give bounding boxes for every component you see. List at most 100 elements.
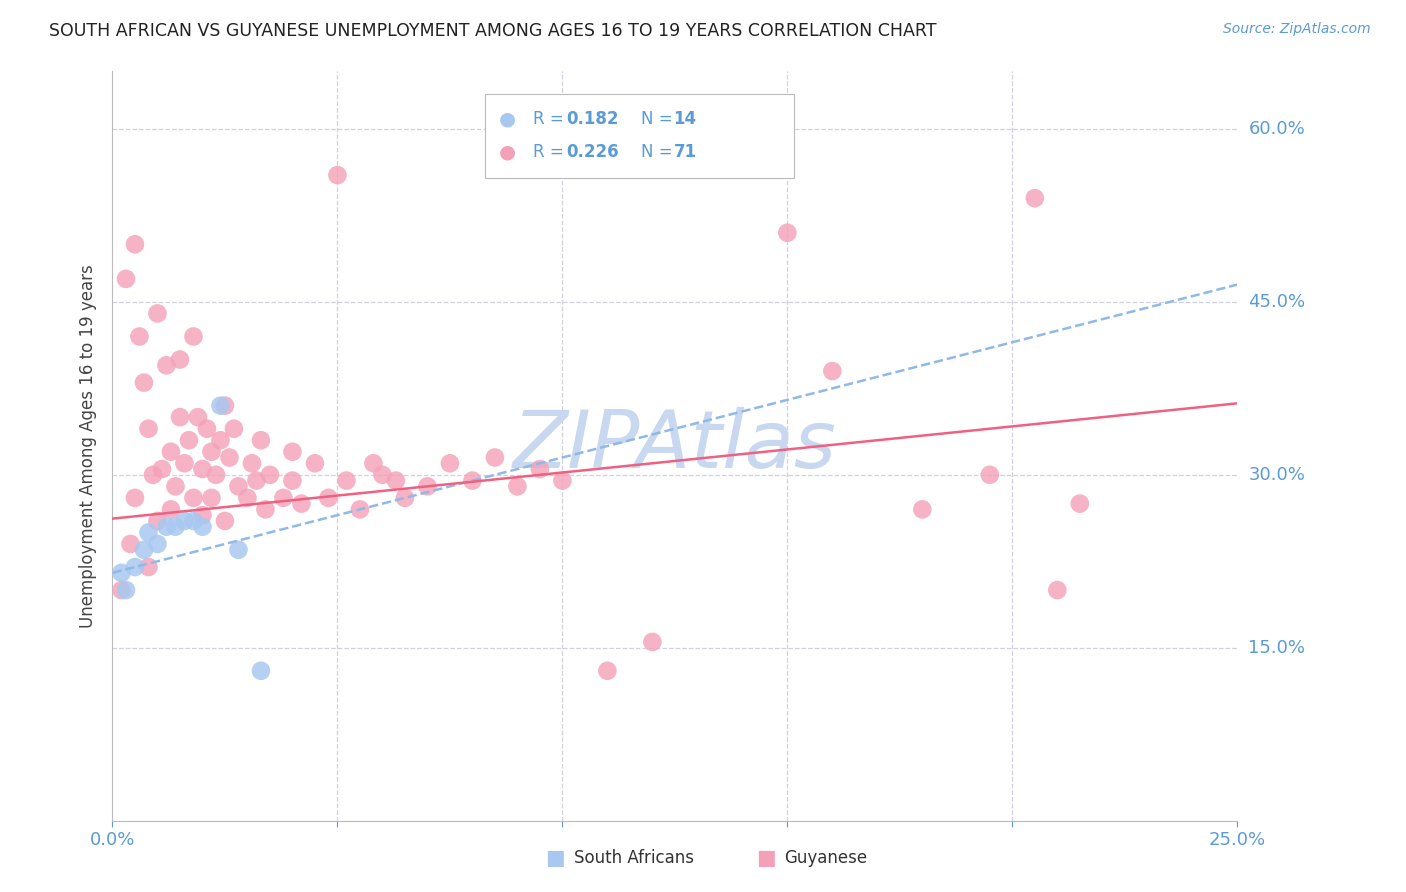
Point <box>484 450 506 465</box>
Point <box>187 410 209 425</box>
Point <box>142 467 165 482</box>
Text: 45.0%: 45.0% <box>1249 293 1306 311</box>
Point <box>385 474 408 488</box>
Point <box>138 422 160 436</box>
Point <box>183 491 205 505</box>
Point <box>1024 191 1046 205</box>
Point <box>281 474 304 488</box>
Text: Guyanese: Guyanese <box>785 849 868 867</box>
Point <box>228 479 250 493</box>
Point <box>326 168 349 182</box>
Text: SOUTH AFRICAN VS GUYANESE UNEMPLOYMENT AMONG AGES 16 TO 19 YEARS CORRELATION CHA: SOUTH AFRICAN VS GUYANESE UNEMPLOYMENT A… <box>49 22 936 40</box>
Point <box>228 542 250 557</box>
Point <box>165 519 187 533</box>
Point <box>146 514 169 528</box>
Point <box>290 497 312 511</box>
Point <box>236 491 259 505</box>
Text: 71: 71 <box>673 143 696 161</box>
Point <box>200 491 222 505</box>
Point <box>394 491 416 505</box>
Point <box>218 450 240 465</box>
Text: 0.182: 0.182 <box>567 110 619 128</box>
Point <box>200 444 222 458</box>
Point <box>191 519 214 533</box>
Point <box>209 434 232 448</box>
Point <box>250 434 273 448</box>
Point <box>195 422 218 436</box>
Point <box>1069 497 1091 511</box>
Point <box>641 635 664 649</box>
Point <box>416 479 439 493</box>
Text: 30.0%: 30.0% <box>1249 466 1305 483</box>
Y-axis label: Unemployment Among Ages 16 to 19 years: Unemployment Among Ages 16 to 19 years <box>79 264 97 628</box>
Point <box>155 359 177 373</box>
Text: ■: ■ <box>756 848 776 868</box>
Point <box>124 491 146 505</box>
Point <box>439 456 461 470</box>
Point <box>138 525 160 540</box>
Point <box>132 542 155 557</box>
Point <box>165 479 187 493</box>
Text: ●: ● <box>499 142 516 161</box>
Point <box>150 462 173 476</box>
Point <box>146 306 169 320</box>
Text: 15.0%: 15.0% <box>1249 639 1305 657</box>
Point <box>205 467 228 482</box>
Point <box>245 474 267 488</box>
Point <box>160 502 183 516</box>
Point <box>821 364 844 378</box>
Point <box>169 352 191 367</box>
Point <box>124 237 146 252</box>
Point <box>318 491 340 505</box>
Text: 14: 14 <box>673 110 696 128</box>
Point <box>250 664 273 678</box>
Text: ZIPAtlas: ZIPAtlas <box>513 407 837 485</box>
Point <box>551 474 574 488</box>
Point <box>173 514 195 528</box>
Point <box>110 583 132 598</box>
Point <box>979 467 1001 482</box>
Point <box>259 467 281 482</box>
Point <box>371 467 394 482</box>
Text: ●: ● <box>499 109 516 128</box>
Text: 60.0%: 60.0% <box>1249 120 1305 138</box>
Text: ■: ■ <box>546 848 565 868</box>
Point <box>281 444 304 458</box>
Point <box>596 664 619 678</box>
Point <box>160 444 183 458</box>
Point <box>183 514 205 528</box>
Point <box>173 456 195 470</box>
Point <box>120 537 142 551</box>
Point <box>128 329 150 343</box>
Point <box>911 502 934 516</box>
Point <box>335 474 357 488</box>
Point <box>169 410 191 425</box>
Point <box>115 272 138 286</box>
Point <box>222 422 245 436</box>
Text: R =: R = <box>533 110 569 128</box>
Point <box>209 399 232 413</box>
Point <box>363 456 385 470</box>
Point <box>304 456 326 470</box>
Point <box>461 474 484 488</box>
Point <box>529 462 551 476</box>
Text: 0.226: 0.226 <box>567 143 619 161</box>
Point <box>776 226 799 240</box>
Point <box>1046 583 1069 598</box>
Text: R =: R = <box>533 143 569 161</box>
Point <box>191 462 214 476</box>
Point <box>214 399 236 413</box>
Point <box>191 508 214 523</box>
Point <box>110 566 132 580</box>
Point <box>254 502 277 516</box>
Point <box>124 560 146 574</box>
Point <box>115 583 138 598</box>
Point <box>177 434 200 448</box>
Point <box>155 519 177 533</box>
Point <box>506 479 529 493</box>
Point <box>214 514 236 528</box>
Point <box>183 329 205 343</box>
Point <box>132 376 155 390</box>
Point <box>138 560 160 574</box>
Text: N =: N = <box>641 143 678 161</box>
